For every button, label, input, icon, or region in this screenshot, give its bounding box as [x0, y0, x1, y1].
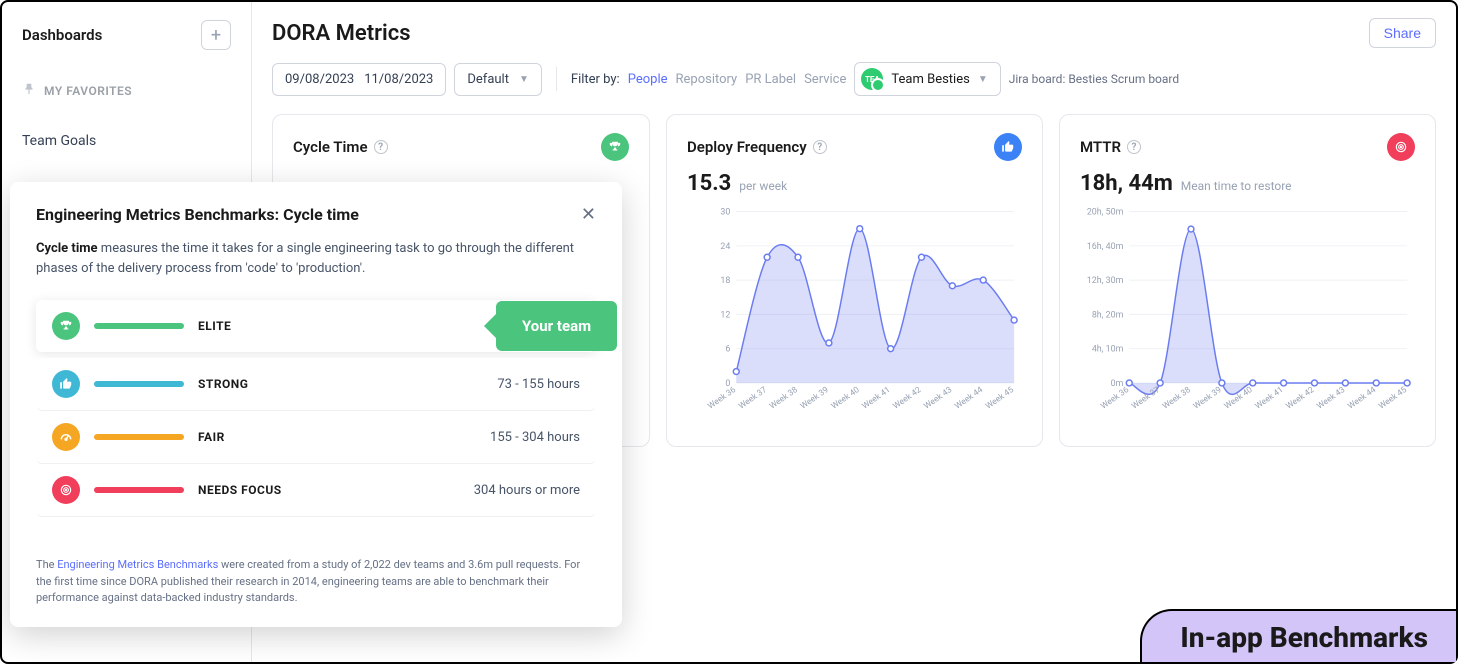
divider	[556, 67, 557, 91]
tier-bar	[94, 323, 184, 329]
benchmark-tier-strong: STRONG 73 - 155 hours	[36, 358, 596, 411]
close-icon[interactable]: ✕	[581, 204, 596, 225]
svg-text:20h, 50m: 20h, 50m	[1087, 207, 1124, 217]
tier-label: NEEDS FOCUS	[198, 483, 308, 497]
svg-text:Week 39: Week 39	[799, 385, 831, 412]
tier-icon	[52, 312, 80, 340]
svg-text:18: 18	[720, 276, 730, 286]
svg-text:Week 36: Week 36	[1099, 385, 1131, 412]
sidebar-item-team-goals[interactable]: Team Goals	[14, 123, 239, 159]
team-avatar-icon: TEA	[861, 68, 883, 90]
tier-bar	[94, 487, 184, 493]
tier-label: ELITE	[198, 319, 308, 333]
pin-icon	[22, 82, 36, 99]
svg-text:30: 30	[720, 207, 730, 217]
deploy-frequency-unit: per week	[739, 179, 787, 193]
svg-text:12h, 30m: 12h, 30m	[1087, 276, 1124, 286]
svg-text:Week 44: Week 44	[953, 385, 985, 412]
deploy-frequency-chart: 3024181260Week 36Week 37Week 38Week 39We…	[687, 204, 1022, 424]
deploy-frequency-title: Deploy Frequency ?	[687, 138, 827, 156]
page-title: DORA Metrics	[272, 21, 411, 46]
benchmark-modal: Engineering Metrics Benchmarks: Cycle ti…	[10, 182, 622, 627]
svg-text:Week 38: Week 38	[768, 385, 800, 412]
svg-text:Week 39: Week 39	[1192, 385, 1224, 412]
tier-bar	[94, 381, 184, 387]
deploy-frequency-value: 15.3	[687, 171, 731, 196]
mttr-chart: 20h, 50m16h, 40m12h, 30m8h, 20m4h, 10m0m…	[1080, 204, 1415, 424]
svg-text:Week 41: Week 41	[861, 385, 893, 411]
tier-range: 304 hours or more	[474, 483, 580, 498]
help-icon[interactable]: ?	[1127, 140, 1141, 154]
jira-board-label: Jira board: Besties Scrum board	[1009, 72, 1179, 86]
svg-text:Week 41: Week 41	[1254, 385, 1286, 411]
mttr-unit: Mean time to restore	[1181, 179, 1292, 193]
svg-text:Week 45: Week 45	[984, 385, 1016, 412]
target-icon	[1387, 133, 1415, 161]
svg-text:24: 24	[720, 242, 730, 252]
deploy-frequency-card: Deploy Frequency ? 15.3 per week 30 24 18 1…	[666, 114, 1043, 447]
svg-text:Week 40: Week 40	[830, 385, 862, 412]
filter-service[interactable]: Service	[804, 72, 846, 87]
mttr-value: 18h, 44m	[1080, 171, 1173, 196]
tier-bar	[94, 434, 184, 440]
trophy-icon	[601, 133, 629, 161]
tier-icon	[52, 370, 80, 398]
svg-text:Week 37: Week 37	[737, 385, 769, 412]
svg-text:Week 42: Week 42	[1284, 385, 1316, 412]
in-app-benchmarks-banner: In-app Benchmarks	[1140, 609, 1456, 662]
svg-text:16h, 40m: 16h, 40m	[1087, 242, 1124, 252]
benchmark-tier-needs-focus: NEEDS FOCUS 304 hours or more	[36, 464, 596, 517]
benchmark-tier-elite: ELITEUp to 73 hoursYour team	[36, 300, 596, 352]
svg-text:Week 38: Week 38	[1161, 385, 1193, 412]
svg-text:4h, 10m: 4h, 10m	[1092, 345, 1124, 355]
svg-text:Week 45: Week 45	[1377, 385, 1409, 412]
svg-text:Week 44: Week 44	[1346, 385, 1378, 412]
filter-by-label: Filter by:	[571, 72, 620, 87]
date-range-picker[interactable]: 09/08/2023 11/08/2023	[272, 63, 446, 96]
benchmarks-link[interactable]: Engineering Metrics Benchmarks	[57, 558, 218, 571]
tier-range: 73 - 155 hours	[497, 377, 580, 392]
svg-text:Week 43: Week 43	[922, 385, 954, 412]
tier-range: 155 - 304 hours	[490, 430, 580, 445]
tier-label: FAIR	[198, 430, 308, 444]
svg-text:8h, 20m: 8h, 20m	[1092, 310, 1124, 320]
share-button[interactable]: Share	[1369, 18, 1436, 48]
help-icon[interactable]: ?	[374, 140, 388, 154]
tier-icon	[52, 423, 80, 451]
tier-icon	[52, 476, 80, 504]
thumbs-up-icon	[994, 133, 1022, 161]
add-dashboard-button[interactable]: +	[201, 20, 231, 50]
modal-title: Engineering Metrics Benchmarks: Cycle ti…	[36, 205, 359, 224]
tier-label: STRONG	[198, 377, 308, 391]
favorites-heading: MY FAVORITES	[14, 74, 239, 107]
mttr-card: MTTR ? 18h, 44m Mean time to restore 20h…	[1059, 114, 1436, 447]
sidebar-title: Dashboards	[22, 26, 102, 44]
help-icon[interactable]: ?	[813, 140, 827, 154]
filter-pr-label[interactable]: PR Label	[745, 72, 796, 87]
filter-people[interactable]: People	[628, 72, 668, 87]
svg-text:12: 12	[720, 310, 730, 320]
chevron-down-icon: ▼	[519, 74, 529, 85]
your-team-badge: Your team	[496, 301, 617, 351]
benchmark-tier-fair: FAIR 155 - 304 hours	[36, 411, 596, 464]
svg-text:Week 36: Week 36	[706, 385, 738, 412]
svg-text:6: 6	[725, 345, 730, 355]
preset-select[interactable]: Default ▼	[454, 63, 542, 96]
svg-text:Week 42: Week 42	[891, 385, 923, 412]
team-select[interactable]: TEA Team Besties ▼	[854, 62, 1000, 96]
mttr-title: MTTR ?	[1080, 138, 1141, 156]
modal-footer: The Engineering Metrics Benchmarks were …	[36, 557, 596, 607]
filter-repository[interactable]: Repository	[676, 72, 738, 87]
cycle-time-title: Cycle Time ?	[293, 138, 388, 156]
filter-bar: 09/08/2023 11/08/2023 Default ▼ Filter b…	[272, 62, 1436, 96]
modal-description: Cycle time measures the time it takes fo…	[36, 239, 596, 278]
svg-text:Week 43: Week 43	[1315, 385, 1347, 412]
chevron-down-icon: ▼	[978, 74, 988, 85]
